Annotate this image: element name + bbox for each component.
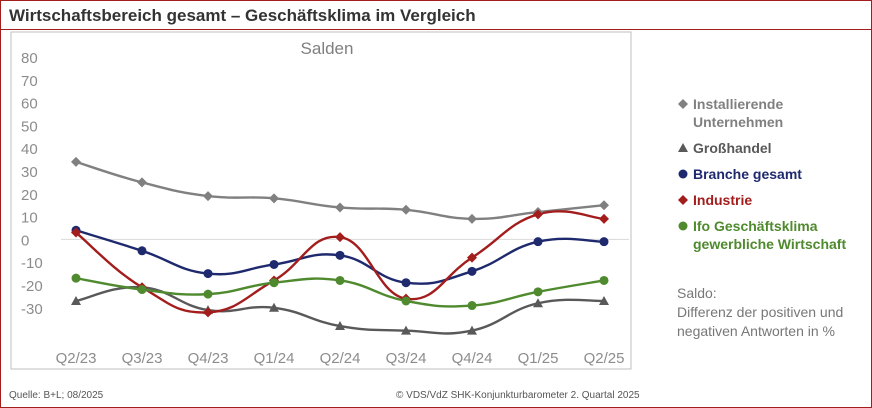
data-point <box>71 227 81 238</box>
legend-marker-shape <box>678 195 688 205</box>
y-tick-label: 60 <box>21 96 38 113</box>
legend-marker-shape <box>678 169 688 179</box>
x-tick-label: Q2/24 <box>320 350 361 367</box>
x-tick-label: Q4/23 <box>188 350 229 367</box>
y-tick-label: -10 <box>21 255 43 272</box>
legend-label: Installierende Unternehmen <box>693 96 784 130</box>
data-point <box>269 278 279 288</box>
data-point <box>335 232 345 243</box>
data-point <box>533 237 543 247</box>
data-point <box>137 285 147 295</box>
data-point <box>71 156 81 167</box>
saldo-note: Saldo: Differenz der positiven und negat… <box>677 284 867 341</box>
data-point <box>71 273 81 283</box>
x-tick-label: Q4/24 <box>452 350 493 367</box>
data-point <box>269 193 279 204</box>
data-point <box>599 295 609 305</box>
legend-item: Ifo Geschäftsklima gewerbliche Wirtschaf… <box>677 217 867 253</box>
title-divider <box>1 29 871 30</box>
x-tick-label: Q3/23 <box>122 350 163 367</box>
x-tick-label: Q2/25 <box>584 350 625 367</box>
data-point <box>467 266 477 276</box>
data-point <box>599 237 609 247</box>
legend-item: Großhandel <box>677 139 867 157</box>
data-point <box>203 269 213 279</box>
data-point <box>599 275 609 285</box>
legend-label: Großhandel <box>693 140 772 156</box>
data-point <box>533 298 543 308</box>
data-point <box>401 204 411 215</box>
legend-marker <box>678 99 688 109</box>
legend: Installierende Unternehmen Großhandel Bran… <box>677 95 867 261</box>
line-chart: Salden 80 70 60 50 40 30 20 10 0 -10 -20 -30 Q2/23 Q… <box>10 31 632 370</box>
x-tick-label: Q2/23 <box>56 350 97 367</box>
x-tick-label: Q3/24 <box>386 350 427 367</box>
data-point <box>203 307 213 318</box>
legend-item: Installierende Unternehmen <box>677 95 867 131</box>
data-point <box>533 209 543 220</box>
y-tick-label: 10 <box>21 210 38 227</box>
y-tick-label: 80 <box>21 50 38 67</box>
legend-marker-shape <box>678 143 688 152</box>
data-point <box>467 213 477 224</box>
y-tick-label: -20 <box>21 278 43 295</box>
data-point <box>467 252 477 263</box>
data-point <box>335 250 345 260</box>
y-tick-label: 30 <box>21 164 38 181</box>
x-tick-label: Q1/24 <box>254 350 295 367</box>
data-point <box>269 302 279 312</box>
data-point <box>71 295 81 305</box>
data-point <box>137 246 147 256</box>
data-point <box>467 301 477 311</box>
saldo-note-title: Saldo: <box>677 285 717 301</box>
data-point <box>401 325 411 335</box>
legend-item: Industrie <box>677 191 867 209</box>
y-tick-label: 20 <box>21 187 38 204</box>
legend-marker-shape <box>678 221 688 231</box>
saldo-note-text: Differenz der positiven und negativen An… <box>677 304 844 339</box>
data-point <box>401 278 411 288</box>
source-label: Quelle: B+L; 08/2025 <box>9 390 104 401</box>
data-point <box>335 275 345 285</box>
data-point <box>335 202 345 213</box>
y-tick-label: 40 <box>21 141 38 158</box>
data-point <box>137 177 147 188</box>
data-point <box>203 289 213 299</box>
legend-marker-shape <box>678 99 688 109</box>
data-point <box>335 321 345 331</box>
data-point <box>599 213 609 224</box>
copyright-label: © VDS/VdZ SHK-Konjunkturbarometer 2. Qua… <box>396 390 640 401</box>
legend-marker <box>678 195 688 205</box>
data-point <box>599 200 609 211</box>
data-point <box>401 296 411 306</box>
data-point <box>533 287 543 297</box>
legend-label: Industrie <box>693 192 753 208</box>
y-tick-label: 70 <box>21 73 38 90</box>
legend-item: Branche gesamt <box>677 165 867 183</box>
data-point <box>203 191 213 202</box>
x-tick-label: Q1/25 <box>518 350 559 367</box>
data-point <box>467 325 477 335</box>
legend-label: Branche gesamt <box>693 166 802 182</box>
legend-marker <box>678 221 688 231</box>
chart-title: Salden <box>301 39 354 58</box>
plot-area-border <box>10 31 632 370</box>
data-point <box>269 259 279 269</box>
legend-marker <box>678 169 688 179</box>
figure-title: Wirtschaftsbereich gesamt – Geschäftskli… <box>9 6 476 25</box>
legend-marker <box>678 143 688 152</box>
y-tick-label: -30 <box>21 301 43 318</box>
y-tick-label: 50 <box>21 118 38 135</box>
legend-label: Ifo Geschäftsklima gewerbliche Wirtschaf… <box>693 218 847 252</box>
y-tick-label: 0 <box>21 232 29 249</box>
